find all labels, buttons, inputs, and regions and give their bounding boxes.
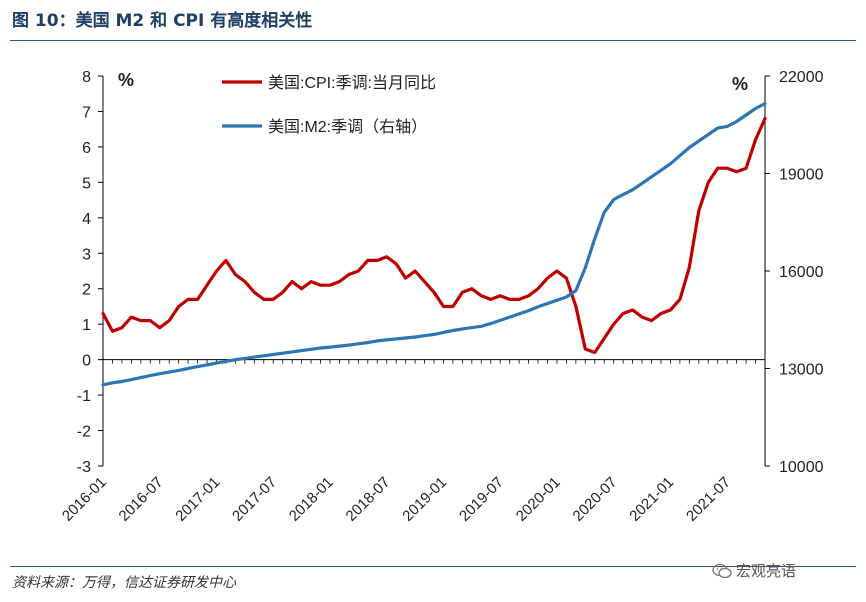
- bottom-divider: [10, 566, 856, 567]
- chart-series: [101, 101, 767, 387]
- x-axis-tick-label: 2021-07: [683, 474, 734, 525]
- left-axis-tick-label: 5: [82, 175, 91, 192]
- left-axis-tick-label: 1: [82, 317, 91, 334]
- x-axis-tick-label: 2020-01: [513, 474, 564, 525]
- left-axis-tick-label: 0: [82, 353, 91, 370]
- x-axis-tick-label: 2018-07: [343, 474, 394, 525]
- left-axis-tick-label: 4: [82, 211, 91, 228]
- legend-label: 美国:M2:季调（右轴）: [268, 118, 427, 136]
- left-axis-tick-label: 2: [82, 282, 91, 299]
- source-note: 资料来源：万得，信达证券研发中心: [12, 575, 236, 591]
- left-axis-tick-label: 7: [82, 104, 91, 121]
- top-divider: [10, 40, 856, 41]
- left-axis-unit: %: [118, 70, 134, 90]
- x-axis-tick-label: 2020-07: [570, 474, 621, 525]
- right-axis-tick-label: 10000: [779, 459, 824, 476]
- left-axis-tick-label: 8: [82, 69, 91, 86]
- cpi-series-line: [101, 116, 767, 355]
- x-axis-tick-label: 2016-07: [116, 474, 167, 525]
- right-axis-tick-label: 22000: [779, 69, 824, 86]
- left-axis-tick-label: -3: [77, 459, 91, 476]
- watermark: 宏观亮语: [712, 560, 796, 581]
- left-axis-tick-label: -2: [77, 424, 91, 441]
- x-axis-tick-label: 2017-07: [229, 474, 280, 525]
- x-axis-tick-label: 2021-01: [626, 474, 677, 525]
- x-axis-tick-label: 2017-01: [172, 474, 223, 525]
- right-axis-tick-label: 13000: [779, 362, 824, 379]
- watermark-text: 宏观亮语: [736, 562, 797, 580]
- left-axis-tick-label: 6: [82, 140, 91, 157]
- chart: -3 -2 -1 0 1 2 3 4 5 6 7 8 10000 13000 16000 19000 22000…: [59, 69, 824, 525]
- right-axis-unit: %: [732, 74, 748, 94]
- x-axis-tick-label: 2019-07: [456, 474, 507, 525]
- x-axis-tick-label: 2016-01: [59, 474, 110, 525]
- m2-series-line: [101, 101, 767, 387]
- figure-title: 图 10：美国 M2 和 CPI 有高度相关性: [12, 11, 313, 31]
- x-axis-tick-label: 2018-01: [286, 474, 337, 525]
- left-axis-tick-label: 3: [82, 246, 91, 263]
- right-axis-tick-label: 19000: [779, 167, 824, 184]
- left-axis-tick-label: -1: [77, 388, 91, 405]
- legend-label: 美国:CPI:季调:当月同比: [268, 74, 436, 92]
- chart-axes: -3 -2 -1 0 1 2 3 4 5 6 7 8 10000 13000 16000 19000 22000…: [59, 69, 824, 525]
- x-axis-tick-label: 2019-01: [399, 474, 450, 525]
- right-axis-tick-label: 16000: [779, 264, 824, 281]
- wechat-icon: [712, 563, 732, 578]
